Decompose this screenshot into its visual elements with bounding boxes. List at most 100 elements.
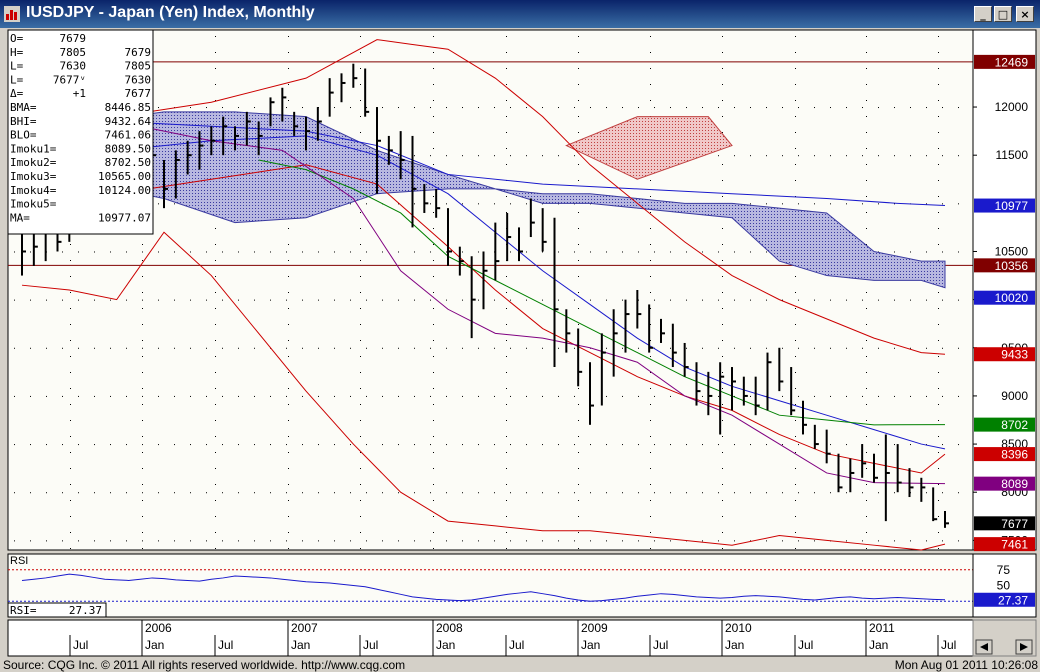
grid-dot: [190, 395, 191, 397]
grid-dot: [78, 492, 79, 494]
info-value-2: 7461.06: [105, 129, 151, 142]
grid-dot: [866, 500, 867, 501]
grid-dot: [430, 107, 431, 109]
grid-dot: [578, 292, 579, 293]
grid-dot: [270, 444, 271, 446]
grid-dot: [366, 492, 367, 494]
grid-dot: [894, 347, 895, 349]
grid-dot: [722, 116, 723, 117]
grid-dot: [433, 292, 434, 293]
grid-dot: [958, 107, 959, 109]
rsi-panel[interactable]: [7, 553, 974, 618]
price-tag-label: 7461: [1001, 538, 1028, 552]
maximize-button[interactable]: □: [994, 6, 1012, 22]
grid-dot: [795, 548, 796, 549]
grid-dot: [360, 468, 361, 469]
bollinger-mid-line: [21, 164, 946, 474]
grid-dot: [506, 500, 507, 501]
grid-dot: [462, 299, 463, 301]
grid-dot: [650, 244, 651, 245]
grid-dot: [782, 107, 783, 109]
time-axis-month: Jan: [291, 638, 310, 652]
grid-dot: [578, 276, 579, 277]
price-axis[interactable]: [972, 29, 1037, 551]
grid-dot: [862, 203, 863, 205]
window-title: IUSDJPY - Japan (Yen) Index, Monthly: [26, 4, 315, 21]
grid-dot: [62, 444, 63, 446]
grid-dot: [288, 500, 289, 501]
grid-dot: [506, 308, 507, 309]
grid-dot: [866, 228, 867, 229]
grid-dot: [938, 452, 939, 453]
grid-dot: [574, 347, 575, 349]
grid-dot: [938, 388, 939, 389]
grid-dot: [938, 260, 939, 261]
grid-dot: [215, 52, 216, 53]
price-tag: [974, 516, 1035, 531]
grid-dot: [718, 155, 719, 157]
grid-dot: [215, 356, 216, 357]
grid-dot: [795, 420, 796, 421]
grid-dot: [542, 299, 543, 301]
grid-dot: [526, 444, 527, 446]
grid-dot: [578, 308, 579, 309]
grid-dot: [302, 444, 303, 446]
grid-dot: [782, 155, 783, 157]
time-axis-month: Jan: [869, 638, 888, 652]
grid-dot: [622, 347, 623, 349]
title-bar[interactable]: IUSDJPY - Japan (Yen) Index, Monthly _ □…: [0, 0, 1040, 28]
grid-dot: [94, 444, 95, 446]
close-button[interactable]: ×: [1016, 6, 1034, 22]
grid-dot: [798, 395, 799, 397]
grid-dot: [866, 308, 867, 309]
grid-dot: [206, 347, 207, 349]
grid-dot: [926, 444, 927, 446]
grid-dot: [414, 540, 415, 542]
grid-dot: [142, 372, 143, 373]
grid-dot: [398, 107, 399, 109]
grid-dot: [433, 308, 434, 309]
grid-dot: [866, 84, 867, 85]
grid-dot: [398, 444, 399, 446]
chart-area[interactable]: O= 7679 H= 7805 7679 L= 7630 7805 L= 7677ᵛ 7630 Δ= +…: [0, 28, 1040, 658]
time-axis-month: Jul: [73, 638, 88, 652]
price-tag-label: 8089: [1001, 477, 1028, 491]
grid-dot: [830, 492, 831, 494]
grid-dot: [142, 251, 143, 253]
grid-dot: [360, 244, 361, 245]
grid-dot: [510, 444, 511, 446]
grid-dot: [795, 308, 796, 309]
grid-dot: [542, 155, 543, 157]
rsi-value-tag-label: 27.37: [998, 593, 1028, 607]
grid-dot: [238, 540, 239, 542]
grid-dot: [722, 260, 723, 261]
grid-dot: [578, 68, 579, 69]
grid-dot: [506, 132, 507, 133]
info-label: Imoku5=: [10, 198, 57, 211]
price-axis-label: 9000: [1001, 389, 1028, 403]
grid-dot: [478, 444, 479, 446]
info-label: Δ=: [10, 87, 24, 100]
grid-dot: [94, 299, 95, 301]
grid-dot: [506, 196, 507, 197]
grid-dot: [910, 540, 911, 542]
grid-dot: [862, 492, 863, 494]
grid-dot: [433, 36, 434, 37]
grid-dot: [938, 36, 939, 37]
grid-dot: [686, 347, 687, 349]
grid-dot: [894, 107, 895, 109]
grid-dot: [70, 404, 71, 405]
grid-dot: [14, 299, 15, 301]
grid-dot: [766, 492, 767, 494]
grid-dot: [506, 148, 507, 149]
grid-dot: [350, 540, 351, 542]
grid-dot: [494, 347, 495, 349]
minimize-button[interactable]: _: [974, 6, 992, 22]
grid-dot: [750, 299, 751, 301]
grid-dot: [722, 356, 723, 357]
time-axis[interactable]: [7, 619, 974, 657]
info-label: L=: [10, 73, 24, 86]
grid-dot: [288, 260, 289, 261]
grid-dot: [702, 395, 703, 397]
